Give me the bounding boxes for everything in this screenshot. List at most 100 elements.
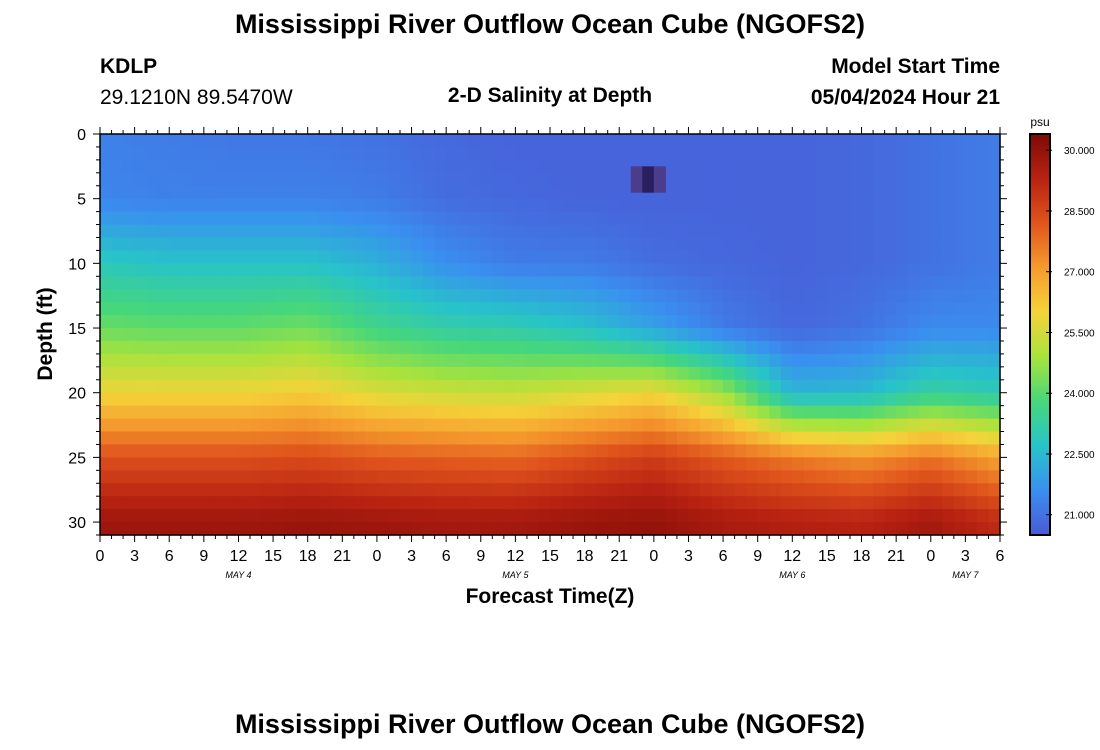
heatmap-cell <box>561 444 574 458</box>
heatmap-cell <box>457 353 470 368</box>
station-coordinates: 29.1210N 89.5470W <box>100 86 293 109</box>
heatmap-cell <box>907 289 920 303</box>
heatmap-cell <box>815 483 828 497</box>
heatmap-cell <box>838 392 851 407</box>
heatmap-cell <box>734 237 747 252</box>
heatmap-cell <box>746 457 759 471</box>
heatmap-cell <box>942 276 955 290</box>
heatmap-cell <box>134 366 147 381</box>
heatmap-cell <box>665 496 678 510</box>
heatmap-cell <box>457 250 470 264</box>
heatmap-cell <box>307 224 320 239</box>
heatmap-cell <box>642 340 655 355</box>
heatmap-cell <box>503 509 516 523</box>
heatmap-cell <box>619 353 632 368</box>
heatmap-cell <box>688 483 701 497</box>
heatmap-cell <box>169 353 182 368</box>
heatmap-cell <box>607 159 620 174</box>
heatmap-cell <box>930 250 943 264</box>
heatmap-cell <box>376 379 390 394</box>
heatmap-cell <box>619 211 632 226</box>
heatmap-cell <box>676 302 690 316</box>
heatmap-cell <box>769 185 782 200</box>
heatmap-cell <box>803 198 816 213</box>
heatmap-cell <box>342 237 355 252</box>
heatmap-cell <box>538 134 551 148</box>
heatmap-cell <box>965 250 978 264</box>
heatmap-cell <box>365 134 378 148</box>
heatmap-cell <box>503 379 516 394</box>
heatmap-cell <box>100 340 113 355</box>
heatmap-cell <box>734 509 747 523</box>
heatmap-cell <box>792 457 805 471</box>
heatmap-cell <box>146 353 159 368</box>
heatmap-cell <box>711 353 724 368</box>
heatmap-cell <box>642 353 655 368</box>
heatmap-cell <box>365 276 378 290</box>
heatmap-cell <box>538 276 551 290</box>
heatmap-cell <box>757 444 770 458</box>
heatmap-cell <box>157 134 170 148</box>
heatmap-cell <box>850 444 863 458</box>
heatmap-cell <box>526 340 540 355</box>
heatmap-cell <box>896 302 909 316</box>
heatmap-cell <box>688 146 701 161</box>
heatmap-cell <box>273 509 286 523</box>
heatmap-cell <box>146 431 159 446</box>
heatmap-cell <box>296 522 309 536</box>
model-start-label: Model Start Time <box>831 55 1000 78</box>
heatmap-cell <box>953 431 966 446</box>
heatmap-cell <box>988 353 1001 368</box>
heatmap-cell <box>965 405 978 420</box>
heatmap-cell <box>988 250 1001 264</box>
heatmap-cell <box>480 366 493 381</box>
heatmap-cell <box>953 224 966 239</box>
heatmap-cell <box>861 509 874 523</box>
heatmap-cell <box>342 224 355 239</box>
heatmap-cell <box>376 315 390 329</box>
heatmap-cell <box>123 224 136 239</box>
heatmap-cell <box>457 470 470 484</box>
heatmap-cell <box>157 146 170 161</box>
heatmap-cell <box>365 198 378 213</box>
x-tick-label: 0 <box>649 548 658 565</box>
heatmap-cell <box>169 431 182 446</box>
heatmap-cell <box>711 405 724 420</box>
heatmap-cell <box>353 457 366 471</box>
heatmap-cell <box>573 250 586 264</box>
heatmap-cell <box>815 198 828 213</box>
heatmap-cell <box>365 224 378 239</box>
heatmap-cell <box>688 340 701 355</box>
heatmap-cell <box>988 457 1001 471</box>
heatmap-cell <box>411 263 424 277</box>
heatmap-cell <box>526 328 540 342</box>
heatmap-cell <box>469 237 482 252</box>
heatmap-cell <box>723 172 736 187</box>
heatmap-cell <box>250 146 263 161</box>
heatmap-cell <box>884 418 897 433</box>
heatmap-cell <box>561 134 574 148</box>
heatmap-cell <box>873 159 886 174</box>
heatmap-cell <box>180 340 193 355</box>
heatmap-cell <box>803 379 816 394</box>
heatmap-cell <box>388 315 401 329</box>
heatmap-cell <box>619 185 632 200</box>
heatmap-cell <box>665 483 678 497</box>
heatmap-cell <box>180 159 193 174</box>
heatmap-cell <box>250 470 263 484</box>
heatmap-cell <box>688 470 701 484</box>
heatmap-cell <box>157 250 170 264</box>
heatmap-cell <box>100 379 113 394</box>
heatmap-cell <box>653 431 666 446</box>
heatmap-cell <box>307 444 320 458</box>
heatmap-cell <box>238 431 251 446</box>
heatmap-cell <box>226 457 240 471</box>
heatmap-cell <box>676 134 690 148</box>
heatmap-cell <box>284 522 297 536</box>
heatmap-cell <box>596 340 609 355</box>
heatmap-cell <box>434 496 447 510</box>
heatmap-cell <box>792 470 805 484</box>
heatmap-cell <box>653 328 666 342</box>
heatmap-cell <box>988 509 1001 523</box>
heatmap-cell <box>457 134 470 148</box>
